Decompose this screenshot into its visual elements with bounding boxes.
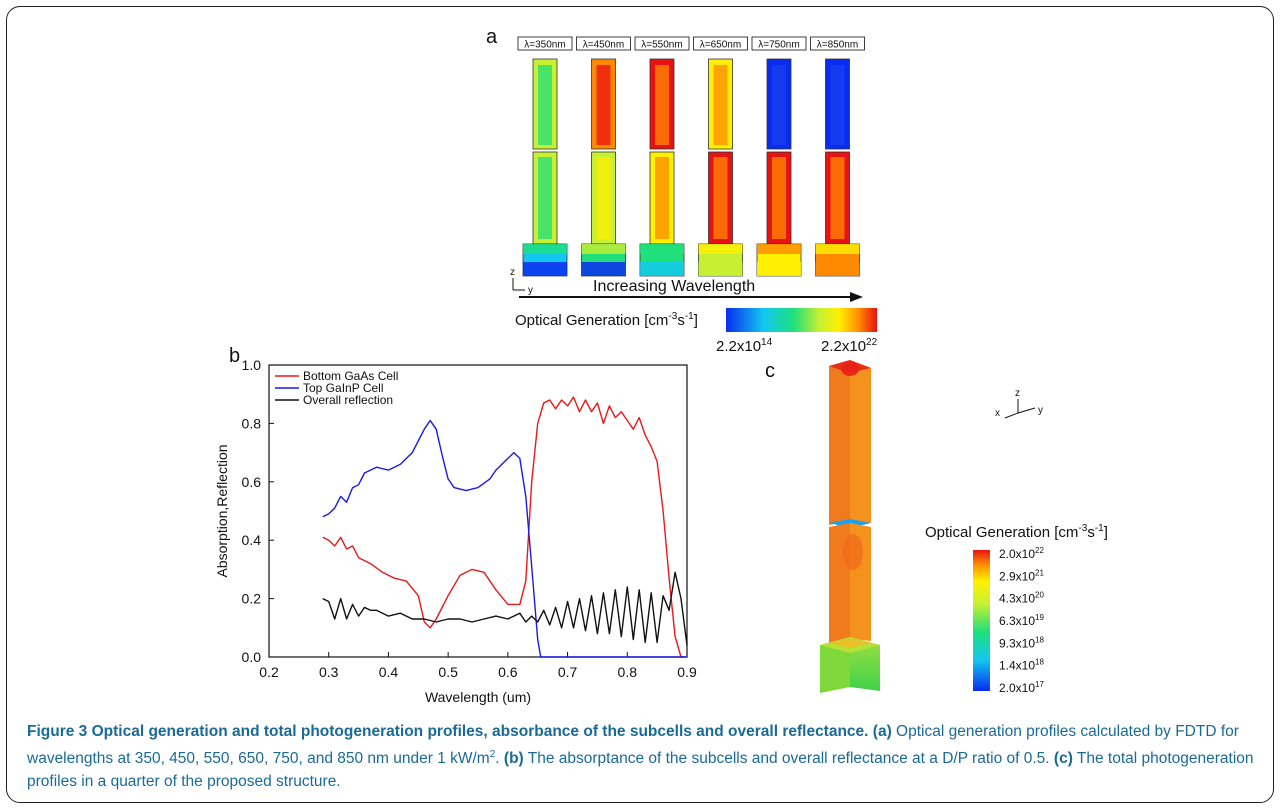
colorbar-tick-label: 1.4x1018: [999, 658, 1044, 673]
series-line: [322, 571, 688, 646]
wavelength-profile: λ=550nm: [634, 36, 690, 277]
x-tick-label: 0.6: [498, 664, 518, 680]
y-tick-label: 0.6: [242, 474, 262, 490]
wavelength-profile: λ=450nm: [576, 36, 631, 277]
x-tick-label: 0.2: [259, 664, 279, 680]
y-tick-label: 0.0: [242, 649, 262, 665]
colorbar-tick-label: 2.0x1017: [999, 680, 1044, 695]
x-tick-label: 0.4: [379, 664, 399, 680]
colorbar-tick-label: 2.0x1022: [999, 546, 1044, 561]
figure-frame: a λ=350nm λ=450nm λ=550nm λ=650nm λ=750nm λ=8…: [6, 6, 1274, 803]
wavelength-label: λ=650nm: [700, 40, 741, 51]
wavelength-label-box: [810, 36, 865, 51]
wavelength-label-box: [634, 36, 690, 51]
panel-b-letter: b: [229, 345, 240, 367]
caption-c-label: (c): [1053, 750, 1073, 768]
series-line: [322, 396, 684, 658]
panel-a-letter: a: [486, 26, 498, 48]
legend-entry: Bottom GaAs Cell: [303, 369, 398, 383]
colorbar-tick-label: 9.3x1018: [999, 635, 1044, 650]
colorbar-tick-label: 4.3x1020: [999, 591, 1044, 606]
increasing-wavelength-arrow: [519, 292, 863, 302]
wavelength-profile: λ=850nm: [810, 36, 865, 277]
panel-a-axis-indicator: z y: [510, 267, 533, 296]
y-tick-label: 1.0: [242, 357, 262, 373]
wavelength-profile: λ=750nm: [751, 36, 807, 277]
panel-c-colorbar: [973, 550, 990, 691]
legend-entry: Overall reflection: [303, 393, 393, 407]
x-tick-label: 0.3: [319, 664, 339, 680]
caption-a-text: Optical generation profiles calculated b…: [27, 723, 1239, 768]
plot-frame: [268, 364, 688, 658]
wavelength-label-box: [693, 36, 748, 51]
caption-a-sup: 2: [489, 749, 496, 760]
panel-a-colorbar-title: Optical Generation [cm-3s-1]: [515, 311, 698, 329]
wavelength-label: λ=850nm: [817, 40, 858, 51]
panel-a-structures: λ=350nm λ=450nm λ=550nm λ=650nm λ=750nm λ=850…: [517, 36, 865, 277]
caption-a-label: (a): [872, 723, 892, 740]
caption-a-end: .: [495, 750, 504, 768]
panel-a-colorbar-max: 2.2x1022: [821, 337, 878, 355]
caption-b-label: (b): [503, 750, 524, 768]
panel-c-axis-indicator: z x y: [995, 388, 1043, 419]
caption-b-text: The absorptance of the subcells and over…: [523, 750, 1054, 768]
x-tick-label: 0.7: [558, 664, 578, 680]
y-tick-label: 0.4: [242, 532, 262, 548]
wavelength-label-box: [751, 36, 807, 51]
wavelength-label-box: [517, 36, 573, 51]
colorbar-tick-label: 6.3x1019: [999, 613, 1044, 628]
y-axis-label: Absorption,Reflection: [214, 444, 230, 577]
series-line: [322, 419, 687, 658]
panel-a-axis-z: z: [510, 267, 515, 278]
panel-c-axis-z: z: [1015, 388, 1020, 399]
x-tick-label: 0.5: [438, 664, 458, 680]
panel-c-axis-x: x: [995, 408, 1000, 419]
panel-a-colorbar-min: 2.2x1014: [716, 337, 773, 355]
panel-c-letter: c: [765, 360, 775, 382]
caption-title: Figure 3 Optical generation and total ph…: [27, 723, 869, 740]
x-axis-label: Wavelength (um): [425, 689, 531, 705]
y-tick-label: 0.8: [242, 415, 262, 431]
wavelength-label: λ=350nm: [524, 40, 565, 51]
y-tick-label: 0.2: [242, 591, 262, 607]
x-tick-label: 0.8: [618, 664, 638, 680]
panel-c-colorbar-ticks: 2.0x1022 2.9x1021 4.3x1020 6.3x1019 9.3x1018…: [999, 546, 1044, 695]
wavelength-label: λ=550nm: [641, 40, 682, 51]
caption-c-text: The total photogeneration profiles in a …: [27, 750, 1254, 791]
panel-c-axis-y: y: [1038, 405, 1043, 416]
panel-a-axis-y: y: [528, 285, 533, 296]
wavelength-label-box: [576, 36, 631, 51]
legend-entry: Top GaInP Cell: [303, 381, 384, 395]
panel-c-3d-structure: [820, 360, 880, 693]
panel-c-colorbar-title: Optical Generation [cm-3s-1]: [925, 523, 1108, 541]
panel-a-colorbar: [726, 308, 877, 332]
colorbar-tick-label: 2.9x1021: [999, 568, 1044, 583]
x-tick-label: 0.9: [677, 664, 697, 680]
figure-canvas: a λ=350nm λ=450nm λ=550nm λ=650nm λ=750nm λ=8…: [214, 26, 1108, 705]
figure-caption: Figure 3 Optical generation and total ph…: [27, 720, 1267, 793]
wavelength-label: λ=750nm: [758, 40, 799, 51]
wavelength-profile: λ=350nm: [517, 36, 573, 277]
absorption-chart: 0.2 0.3 0.4 0.5 0.6 0.7 0.8 0.90.00.20.40.60.81…: [214, 357, 697, 705]
wavelength-label: λ=450nm: [583, 40, 624, 51]
wavelength-profile: λ=650nm: [693, 36, 748, 277]
arrow-label: Increasing Wavelength: [593, 278, 755, 295]
